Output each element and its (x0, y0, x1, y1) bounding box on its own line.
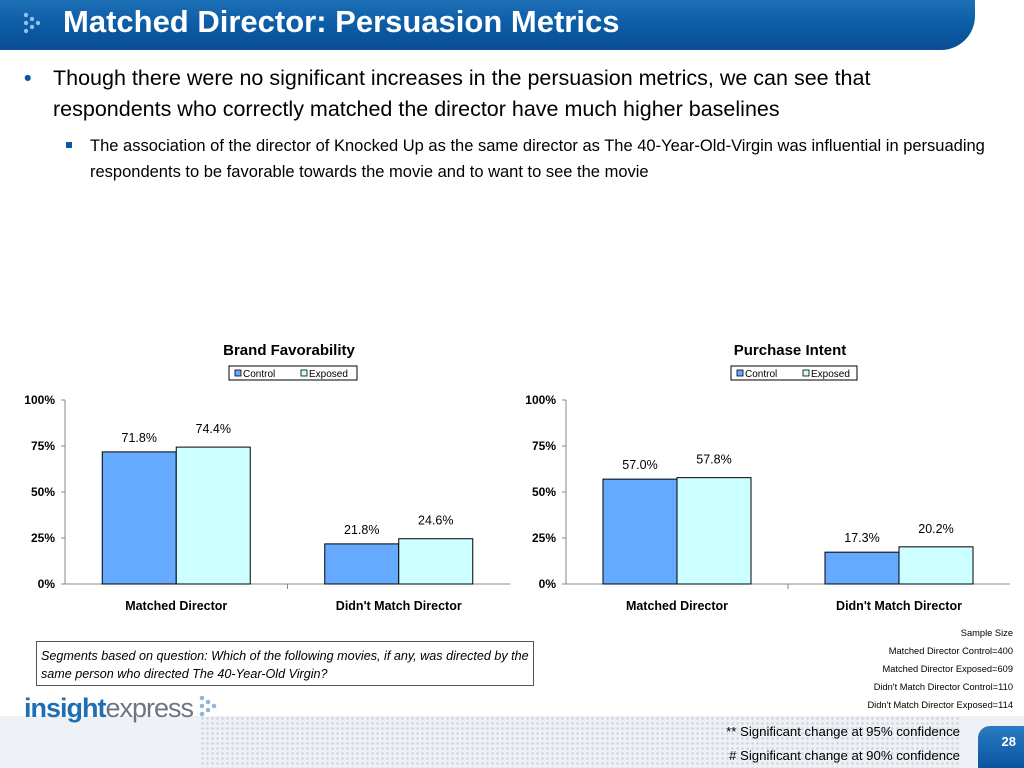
page-number-box: 28 (978, 726, 1024, 768)
significance-90-note: # Significant change at 90% confidence (729, 748, 960, 763)
y-tick-label: 0% (539, 577, 557, 591)
data-label: 17.3% (844, 531, 879, 545)
x-tick-label: Didn't Match Director (836, 599, 962, 613)
legend-swatch (234, 369, 242, 377)
y-tick-label: 0% (38, 577, 56, 591)
y-tick-label: 100% (525, 393, 556, 407)
legend-label: Exposed (309, 369, 348, 380)
bullet-main: • Though there were no significant incre… (24, 63, 984, 125)
charts-area: Brand Favorability Control Exposed 0% 25% 50%… (24, 342, 1010, 613)
y-tick-label: 75% (31, 439, 55, 453)
insightexpress-logo: insightexpress (24, 693, 217, 723)
data-label: 71.8% (122, 431, 157, 445)
bullet-sub: The association of the director of Knock… (66, 133, 1006, 185)
legend-label: Control (745, 369, 777, 380)
chart-legend (730, 365, 858, 381)
page-title: Matched Director: Persuasion Metrics (63, 4, 620, 39)
data-label: 20.2% (918, 522, 953, 536)
data-label: 74.4% (196, 422, 231, 436)
legend-label: Exposed (811, 369, 850, 380)
page-number: 28 (1001, 734, 1016, 749)
arrow-dots-icon (23, 12, 41, 34)
sample-size-line: Matched Director Control=400 (888, 646, 1013, 656)
data-label: 57.0% (622, 458, 657, 472)
significance-95-note: ** Significant change at 95% confidence (726, 724, 960, 739)
legend-swatch (736, 369, 744, 377)
bullet-square-icon (66, 142, 72, 148)
bar (898, 546, 974, 585)
sample-size-line: Didn't Match Director Exposed=114 (867, 700, 1013, 710)
sample-size-line: Didn't Match Director Control=110 (873, 682, 1013, 692)
bar (175, 446, 251, 585)
bar (824, 551, 900, 585)
legend-label: Control (243, 369, 275, 380)
bar (602, 478, 678, 585)
chart-1: Purchase Intent Control Exposed 0% 25% 50% 75%… (525, 342, 1010, 613)
legend-swatch (802, 369, 810, 377)
title-bar: Matched Director: Persuasion Metrics (0, 0, 975, 50)
y-tick-label: 50% (532, 485, 556, 499)
bullet-main-text: Though there were no significant increas… (53, 66, 871, 121)
chart-legend (228, 365, 358, 381)
logo-part-2: express (106, 693, 194, 723)
y-tick-label: 25% (31, 531, 55, 545)
chart-title: Brand Favorability (223, 342, 355, 359)
y-tick-label: 25% (532, 531, 556, 545)
sample-size-box: Sample Size Matched Director Control=400… (867, 624, 1013, 714)
bar (676, 477, 752, 585)
logo-text: insightexpress (24, 693, 194, 723)
data-label: 24.6% (418, 514, 453, 528)
chart-0: Brand Favorability Control Exposed 0% 25% 50%… (24, 342, 510, 613)
chart-title: Purchase Intent (734, 342, 847, 359)
bullet-sub-text: The association of the director of Knock… (90, 137, 985, 181)
x-tick-label: Didn't Match Director (336, 599, 462, 613)
bar (101, 451, 177, 585)
sample-size-title: Sample Size (960, 628, 1013, 638)
sample-size-line: Matched Director Exposed=609 (882, 664, 1014, 674)
bar (398, 538, 474, 585)
logo-part-1: insight (24, 693, 106, 723)
data-label: 57.8% (696, 453, 731, 467)
y-tick-label: 50% (31, 485, 55, 499)
x-tick-label: Matched Director (125, 599, 227, 613)
legend-swatch (300, 369, 308, 377)
segments-note: Segments based on question: Which of the… (36, 641, 534, 686)
y-tick-label: 100% (24, 393, 55, 407)
footer-dot-pattern (200, 716, 960, 768)
bullet-dot-icon: • (24, 66, 32, 90)
bar (324, 543, 400, 585)
data-label: 21.8% (344, 523, 379, 537)
y-tick-label: 75% (532, 439, 556, 453)
x-tick-label: Matched Director (626, 599, 728, 613)
